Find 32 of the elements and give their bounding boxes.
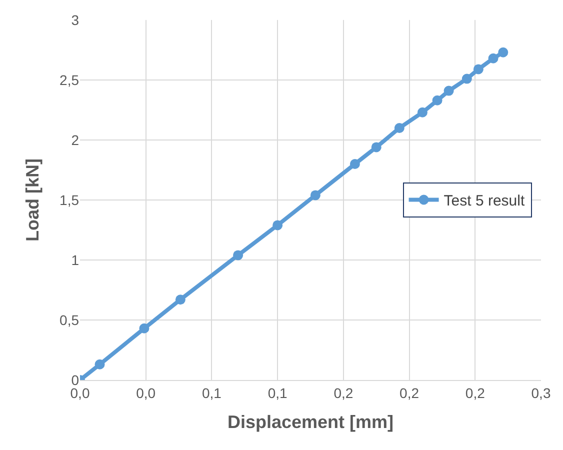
x-tick-label: 0,2: [400, 384, 420, 401]
point: [462, 74, 472, 84]
point: [417, 107, 428, 118]
legend-label: Test 5 result: [444, 192, 526, 210]
point: [498, 47, 508, 58]
x-tick-label: 0,1: [268, 384, 288, 401]
y-tick-label: 2: [71, 132, 80, 148]
point: [371, 142, 382, 152]
x-tick-label: 0,3: [531, 384, 551, 401]
point: [175, 294, 186, 305]
y-tick-label: 2,5: [60, 72, 80, 88]
y-tick-label: 1,5: [60, 192, 80, 208]
point: [94, 359, 105, 370]
point: [350, 159, 360, 169]
x-tick-label: 0,2: [465, 384, 486, 401]
point: [432, 95, 442, 106]
x-tick-label: 0,1: [202, 384, 222, 401]
point: [310, 190, 320, 200]
point: [488, 53, 498, 64]
point: [444, 86, 454, 96]
x-tick-label: 0,0: [136, 384, 156, 401]
point: [394, 123, 404, 133]
point: [272, 220, 283, 230]
y-axis-title: Load [kN]: [22, 158, 43, 242]
point: [233, 250, 244, 260]
point: [139, 323, 150, 334]
x-tick-label: 0,2: [334, 384, 354, 401]
x-axis-title: Displacement [mm]: [227, 412, 394, 432]
y-tick-label: 1: [71, 252, 80, 268]
point: [473, 64, 484, 74]
y-tick-label: 0,5: [60, 312, 80, 328]
y-tick-label: 3: [71, 12, 80, 28]
